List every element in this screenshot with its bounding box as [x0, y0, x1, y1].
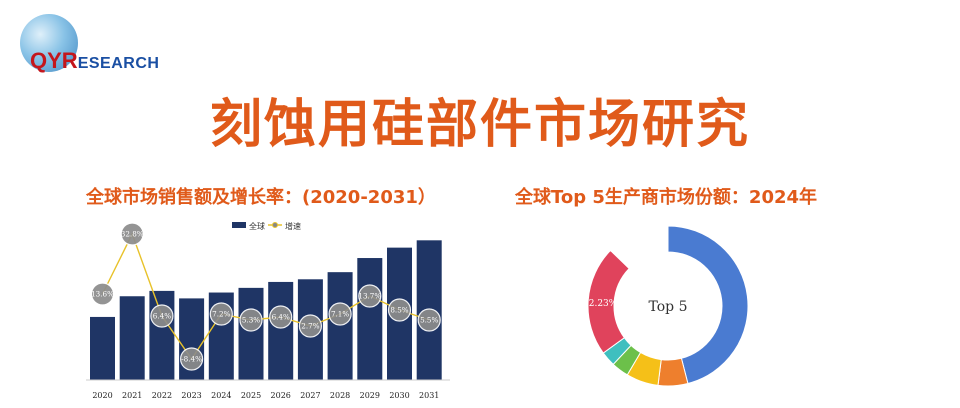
growth-label-2030: 8.5%: [390, 306, 408, 315]
bar-2028: [327, 272, 353, 380]
bar-2029: [357, 258, 383, 380]
x-tick-2022: 2022: [152, 391, 172, 400]
x-tick-2029: 2029: [360, 391, 380, 400]
x-tick-2027: 2027: [300, 391, 320, 400]
donut-center-label: Top 5: [649, 299, 688, 315]
growth-marker-2030: [387, 298, 412, 322]
qyresearch-logo: QYRESEARCH: [16, 10, 186, 80]
growth-label-2027: 2.7%: [301, 322, 319, 331]
legend-label-line: 增速: [285, 221, 301, 231]
x-tick-2025: 2025: [241, 391, 261, 400]
x-tick-2026: 2026: [271, 391, 291, 400]
x-tick-2028: 2028: [330, 391, 350, 400]
legend-swatch-bar: [232, 222, 246, 228]
legend-marker-line: [272, 222, 278, 228]
sales-chart-title: 全球市场销售额及增长率：(2020-2031）: [86, 187, 436, 208]
growth-marker-2022: [150, 304, 174, 328]
growth-marker-2029: [358, 284, 382, 308]
chart-legend: 全球 增速: [232, 221, 301, 231]
bar-2021: [119, 296, 145, 380]
growth-marker-2024: [209, 302, 233, 326]
x-tick-2023: 2023: [181, 391, 201, 400]
page-title: 刻蚀用硅部件市场研究: [209, 95, 750, 155]
growth-marker-2028: [328, 302, 352, 326]
growth-label-2021: 32.8%: [121, 230, 144, 239]
donut-slice-7: [609, 225, 669, 270]
growth-label-2022: 6.4%: [153, 312, 171, 321]
donut-slice-label: 22.23%: [583, 299, 618, 309]
growth-marker-2031: [417, 308, 441, 332]
growth-marker-2021: [120, 222, 144, 246]
share-chart-title: 全球Top 5生产商市场份额：2024年: [515, 187, 818, 208]
legend-label-bar: 全球: [249, 221, 265, 231]
bar-2026: [268, 281, 294, 380]
growth-marker-2023: [179, 347, 204, 371]
growth-label-2026: 6.4%: [272, 313, 290, 322]
donut-slice-1: [667, 225, 749, 385]
growth-marker-2027: [298, 314, 322, 338]
bar-2020: [90, 316, 115, 380]
growth-label-2020: 13.6%: [91, 290, 114, 299]
x-tick-2021: 2021: [122, 391, 142, 400]
logo-text-rest: ESEARCH: [77, 55, 160, 72]
x-tick-2024: 2024: [211, 391, 231, 400]
growth-label-2025: 5.3%: [242, 316, 260, 325]
growth-label-2024: 7.2%: [212, 310, 230, 319]
growth-label-2031: 5.5%: [420, 316, 438, 325]
growth-marker-2026: [269, 305, 293, 329]
x-tick-2031: 2031: [419, 391, 439, 400]
x-tick-2030: 2030: [389, 391, 409, 400]
sales-growth-chart: 全球 增速 13.6% 32.8% 6.4% -8.4% 7.2% 5.3% 6.4% 2.7% 7…: [86, 221, 450, 400]
growth-label-2023: -8.4%: [181, 355, 202, 364]
growth-marker-2020: [90, 282, 115, 306]
growth-marker-2025: [239, 308, 263, 332]
market-share-donut: 22.23% Top 5: [583, 225, 749, 387]
bar-2022: [149, 290, 175, 380]
growth-label-2028: 7.1%: [331, 310, 349, 319]
logo-text-first: QYR: [30, 48, 78, 73]
bar-2025: [238, 287, 264, 380]
globe-icon: [20, 14, 78, 72]
x-tick-2020: 2020: [92, 391, 112, 400]
logo-text: QYRESEARCH: [30, 48, 159, 74]
growth-label-2029: 13.7%: [358, 292, 381, 301]
